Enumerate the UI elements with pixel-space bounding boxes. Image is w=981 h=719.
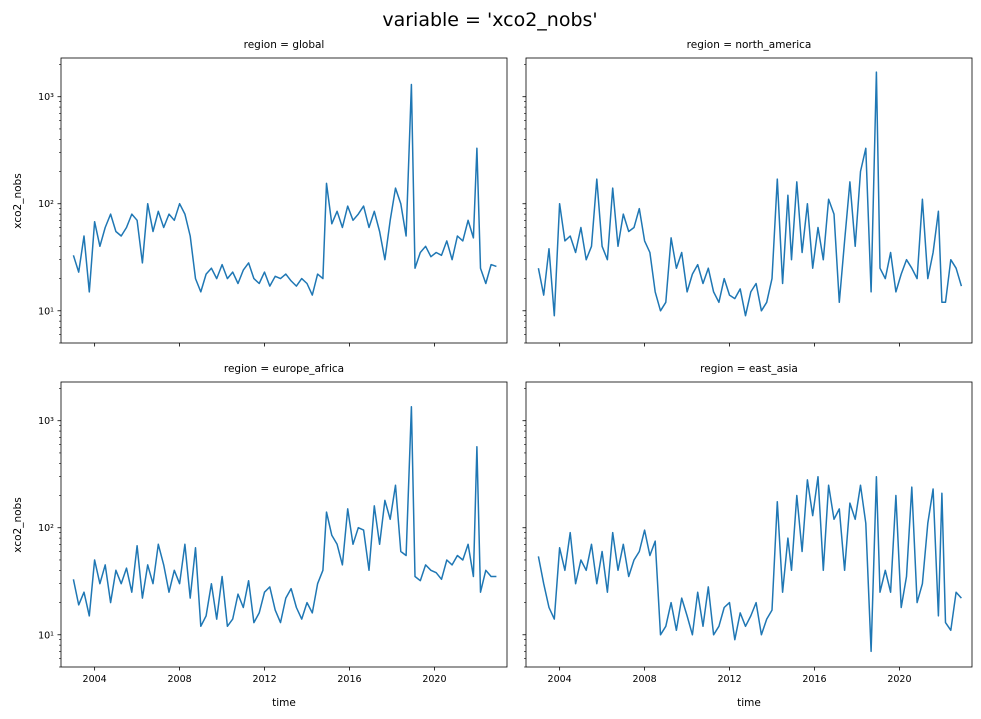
series-line xyxy=(72,83,497,296)
y-tick-label: 10² xyxy=(38,523,54,534)
x-tick-label: 2016 xyxy=(802,674,826,685)
x-tick-label: 2012 xyxy=(717,674,741,685)
series-line xyxy=(72,406,497,628)
plot-frame xyxy=(525,57,973,344)
y-tick-label: 10³ xyxy=(38,92,54,103)
y-tick-label: 10² xyxy=(38,199,54,210)
x-tick-label: 2008 xyxy=(167,674,191,685)
panel-title-global: region = global xyxy=(244,39,325,51)
ylabel-europe-africa: xco2_nobs xyxy=(12,497,24,552)
ylabel-global: xco2_nobs xyxy=(12,173,24,228)
plot-frame xyxy=(60,381,508,668)
panel-title-north-america: region = north_america xyxy=(687,39,812,51)
plot-frame xyxy=(525,381,973,668)
x-tick-label: 2012 xyxy=(252,674,276,685)
x-tick-label: 2008 xyxy=(632,674,656,685)
x-tick-label: 2020 xyxy=(422,674,446,685)
x-tick-label: 2004 xyxy=(548,674,572,685)
panel-title-europe-africa: region = europe_africa xyxy=(224,363,344,375)
y-tick-label: 10¹ xyxy=(38,630,54,641)
xlabel-europe-africa: time xyxy=(272,697,296,709)
plot-frame xyxy=(60,57,508,344)
panel-east-asia: region = east_asia time 2004 2008 2012 2016… xyxy=(522,363,973,709)
series-line xyxy=(537,475,962,653)
xlabel-east-asia: time xyxy=(737,697,761,709)
x-tick-label: 2004 xyxy=(83,674,107,685)
x-tick-label: 2016 xyxy=(337,674,361,685)
y-tick-label: 10³ xyxy=(38,416,54,427)
panel-global: region = global xco2_nobs 10¹ 10² 10³ xyxy=(12,39,508,347)
x-tick-label: 2020 xyxy=(887,674,911,685)
figure-title: variable = 'xco2_nobs' xyxy=(382,9,597,31)
panel-europe-africa: region = europe_africa xco2_nobs time 10… xyxy=(12,363,508,709)
series-line xyxy=(537,71,963,317)
panel-north-america: region = north_america xyxy=(522,39,973,347)
y-tick-label: 10¹ xyxy=(38,306,54,317)
panel-title-east-asia: region = east_asia xyxy=(700,363,798,375)
